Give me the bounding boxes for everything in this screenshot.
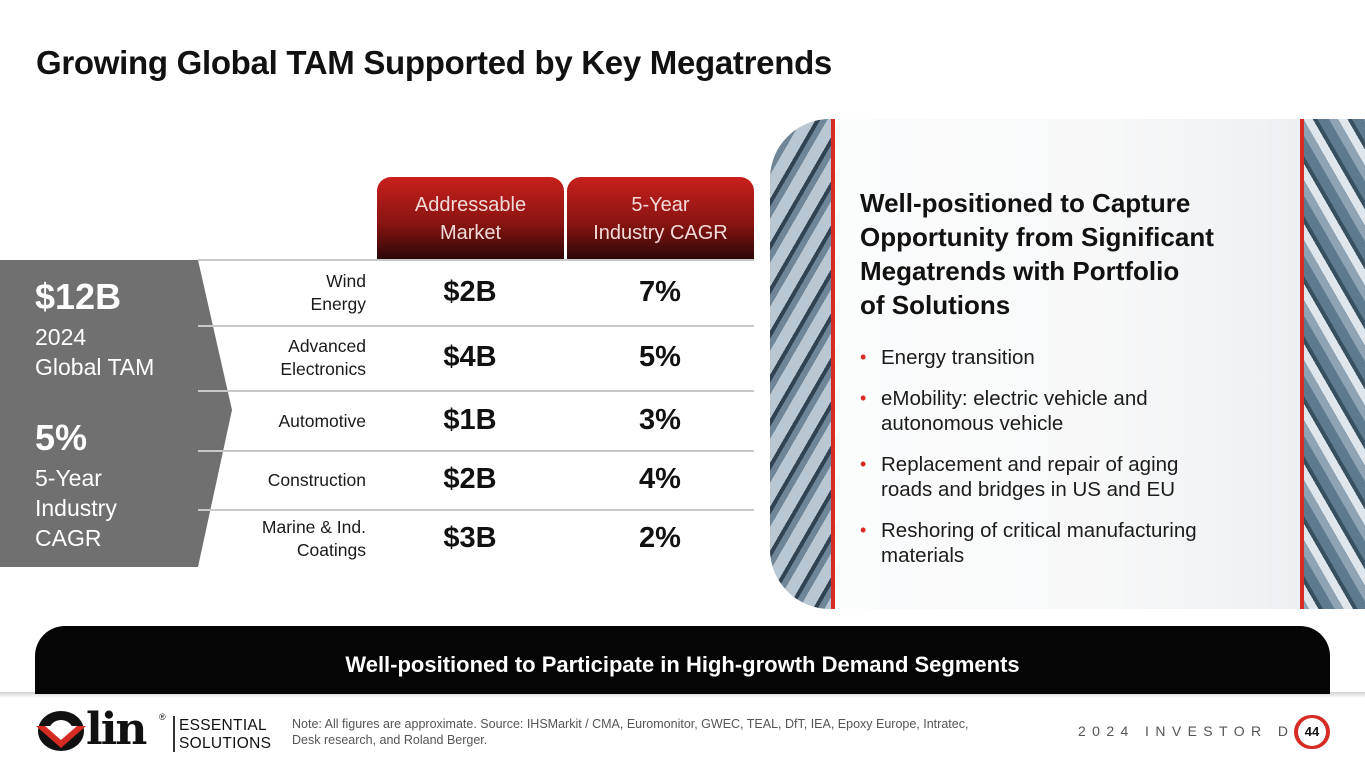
label-line: Marine & Ind. [261,517,366,537]
event-label: 2024 INVESTOR DAY [1078,723,1325,739]
tagline-line: ESSENTIAL [179,717,267,734]
market-value: $2B [443,276,497,308]
note-line: Desk research, and Roland Berger. [292,733,488,747]
label-line: Energy [310,294,366,314]
bullet-text: roads and bridges in US and EU [881,478,1176,501]
header-line: Addressable [414,194,527,216]
bullet-text: eMobility: electric vehicle and [881,387,1148,410]
header-addressable-market: Addressable Market [377,177,564,260]
cagr-value: 5% [639,341,681,373]
bullet-text: autonomous vehicle [881,412,1064,435]
glass-facade-right [1300,119,1365,609]
text-card [832,119,1302,609]
list-item: • Energy transition [860,345,1260,370]
bullet-text: Energy transition [881,346,1035,369]
tam-label: Global TAM [35,354,155,380]
tam-cagr-line1: 5-Year [35,465,102,491]
banner-shadow [0,692,1365,698]
bullet-text: materials [881,544,965,567]
cagr-value: 7% [639,276,681,308]
header-line: Industry CAGR [593,222,728,244]
red-accent-bar-left [831,119,835,609]
bottom-banner: Well-positioned to Participate in High-g… [35,626,1330,694]
note-line: Note: All figures are approximate. Sourc… [292,717,969,731]
tam-value: $12B [35,276,122,317]
label-line: Advanced [288,336,366,356]
logo-tagline: ESSENTIAL SOLUTIONS [179,717,271,753]
list-item: • Reshoring of critical manufacturing ma… [860,518,1260,568]
row-divider [198,509,754,511]
row-label-marine-coatings: Marine & Ind. Coatings [220,516,366,562]
bullet-text: Reshoring of critical manufacturing [881,519,1197,542]
tagline-line: SOLUTIONS [179,735,272,752]
heading-line: Well-positioned to Capture [860,188,1191,218]
row-label-construction: Construction [267,470,366,490]
tam-cagr-value: 5% [35,417,88,458]
panel-heading: Well-positioned to Capture Opportunity f… [860,186,1280,322]
market-value: $2B [443,463,497,495]
list-item: • eMobility: electric vehicle and autono… [860,386,1260,436]
header-line: Market [439,222,502,244]
row-label-automotive: Automotive [278,411,366,431]
building-image-panel [770,119,1365,609]
market-value: $1B [443,404,497,436]
row-divider [198,450,754,452]
logo-wordmark: lin [86,704,147,755]
row-label-advanced-electronics: Advanced Electronics [220,335,366,381]
heading-line: Megatrends with Portfolio [860,256,1180,286]
row-label-wind-energy: Wind Energy [220,270,366,316]
label-line: Coatings [296,540,366,560]
label-line: Wind [326,271,366,291]
bullet-text: Replacement and repair of aging [881,453,1179,476]
registered-mark: ® [159,712,166,722]
row-divider [198,259,754,261]
cagr-value: 2% [639,522,681,554]
page-number: 44 [1298,718,1326,746]
bullet-icon: • [860,454,867,474]
slide-title: Growing Global TAM Supported by Key Mega… [36,44,832,81]
source-note: Note: All figures are approximate. Sourc… [292,716,1052,748]
olin-logo: lin ® ESSENTIAL SOLUTIONS [36,704,281,755]
row-divider [198,325,754,327]
bullet-icon: • [860,388,867,408]
tam-cagr-line2: Industry [35,495,117,521]
heading-line: Opportunity from Significant [860,222,1214,252]
row-divider [198,390,754,392]
page-number-badge: 44 [1294,715,1330,749]
tam-year: 2024 [35,324,87,350]
heading-line: of Solutions [860,290,1011,320]
glass-facade-left [770,119,840,609]
list-item: • Replacement and repair of aging roads … [860,452,1260,502]
red-accent-bar-right [1300,119,1304,609]
market-value: $3B [443,522,497,554]
bullet-icon: • [860,520,867,540]
header-line: 5-Year [631,194,690,216]
tam-summary-block [0,260,232,567]
megatrend-list: • Energy transition • eMobility: electri… [860,345,1260,584]
logo-divider [173,716,175,752]
tam-cagr-line3: CAGR [35,525,102,551]
olin-logo-mark-icon [36,711,86,751]
cagr-value: 3% [639,404,681,436]
market-value: $4B [443,341,497,373]
label-line: Electronics [280,359,366,379]
header-industry-cagr: 5-Year Industry CAGR [567,177,754,260]
bullet-icon: • [860,347,867,367]
cagr-value: 4% [639,463,681,495]
